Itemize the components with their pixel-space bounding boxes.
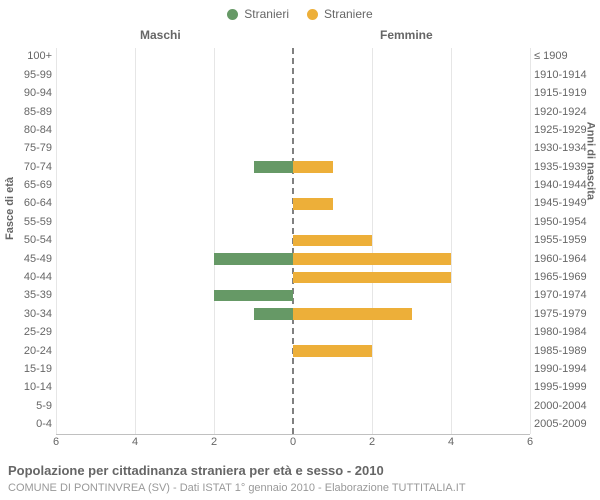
bar-female	[293, 272, 451, 284]
ytick-birth: 2000-2004	[534, 398, 598, 416]
age-row	[56, 85, 530, 103]
header-male: Maschi	[140, 28, 181, 42]
ytick-birth: 1920-1924	[534, 104, 598, 122]
legend-swatch-male	[227, 9, 238, 20]
ytick-age: 50-54	[2, 232, 52, 250]
xtick: 4	[448, 436, 454, 448]
chart-subtitle: COMUNE DI PONTINVREA (SV) - Dati ISTAT 1…	[8, 482, 466, 494]
bar-female	[293, 235, 372, 247]
ytick-age: 85-89	[2, 104, 52, 122]
ytick-age: 0-4	[2, 416, 52, 434]
ytick-birth: ≤ 1909	[534, 48, 598, 66]
ytick-birth: 1955-1959	[534, 232, 598, 250]
age-row	[56, 177, 530, 195]
age-row	[56, 305, 530, 323]
xtick: 6	[53, 436, 59, 448]
ytick-birth: 1985-1989	[534, 343, 598, 361]
age-row	[56, 379, 530, 397]
xtick: 2	[211, 436, 217, 448]
x-axis-line	[56, 434, 530, 435]
legend-item-male: Stranieri	[227, 7, 289, 21]
chart-title: Popolazione per cittadinanza straniera p…	[8, 463, 384, 478]
age-row	[56, 103, 530, 121]
ytick-age: 80-84	[2, 122, 52, 140]
ytick-birth: 2005-2009	[534, 416, 598, 434]
bar-male	[254, 308, 294, 320]
ytick-age: 5-9	[2, 398, 52, 416]
xtick: 6	[527, 436, 533, 448]
age-row	[56, 195, 530, 213]
legend: Stranieri Straniere	[0, 0, 600, 28]
ytick-birth: 1945-1949	[534, 195, 598, 213]
ytick-age: 45-49	[2, 251, 52, 269]
ytick-age: 25-29	[2, 324, 52, 342]
ytick-age: 60-64	[2, 195, 52, 213]
grid-line	[530, 48, 531, 434]
age-row	[56, 250, 530, 268]
ytick-age: 90-94	[2, 85, 52, 103]
ytick-birth: 1930-1934	[534, 140, 598, 158]
ytick-birth: 1975-1979	[534, 306, 598, 324]
ytick-age: 20-24	[2, 343, 52, 361]
age-row	[56, 48, 530, 66]
age-row	[56, 122, 530, 140]
ytick-age: 65-69	[2, 177, 52, 195]
plot-area	[56, 48, 530, 434]
ytick-birth: 1970-1974	[534, 287, 598, 305]
legend-swatch-female	[307, 9, 318, 20]
bar-female	[293, 253, 451, 265]
ytick-birth: 1910-1914	[534, 67, 598, 85]
ytick-age: 10-14	[2, 379, 52, 397]
ytick-age: 40-44	[2, 269, 52, 287]
ytick-age: 95-99	[2, 67, 52, 85]
xtick: 4	[132, 436, 138, 448]
bar-male	[214, 253, 293, 265]
ytick-age: 70-74	[2, 159, 52, 177]
ytick-age: 30-34	[2, 306, 52, 324]
age-row	[56, 342, 530, 360]
age-row	[56, 66, 530, 84]
legend-item-female: Straniere	[307, 7, 373, 21]
ytick-birth: 1915-1919	[534, 85, 598, 103]
bar-female	[293, 161, 333, 173]
bar-female	[293, 308, 412, 320]
header-female: Femmine	[380, 28, 433, 42]
ytick-birth: 1980-1984	[534, 324, 598, 342]
legend-label-male: Stranieri	[244, 7, 289, 21]
age-row	[56, 287, 530, 305]
ytick-age: 15-19	[2, 361, 52, 379]
ytick-birth: 1950-1954	[534, 214, 598, 232]
ytick-birth: 1965-1969	[534, 269, 598, 287]
age-row	[56, 360, 530, 378]
bar-male	[214, 290, 293, 302]
ytick-birth: 1990-1994	[534, 361, 598, 379]
age-row	[56, 269, 530, 287]
bar-male	[254, 161, 294, 173]
ytick-age: 100+	[2, 48, 52, 66]
ytick-birth: 1995-1999	[534, 379, 598, 397]
ytick-birth: 1940-1944	[534, 177, 598, 195]
ytick-birth: 1960-1964	[534, 251, 598, 269]
ytick-age: 35-39	[2, 287, 52, 305]
age-row	[56, 158, 530, 176]
population-pyramid-chart: Stranieri Straniere Maschi Femmine Fasce…	[0, 0, 600, 500]
age-row	[56, 140, 530, 158]
age-row	[56, 213, 530, 231]
age-row	[56, 416, 530, 434]
column-headers: Maschi Femmine	[0, 28, 600, 48]
ytick-birth: 1925-1929	[534, 122, 598, 140]
xtick: 2	[369, 436, 375, 448]
ytick-birth: 1935-1939	[534, 159, 598, 177]
legend-label-female: Straniere	[324, 7, 373, 21]
age-row	[56, 232, 530, 250]
ytick-age: 55-59	[2, 214, 52, 232]
bar-female	[293, 198, 333, 210]
age-row	[56, 397, 530, 415]
ytick-age: 75-79	[2, 140, 52, 158]
xtick: 0	[290, 436, 296, 448]
age-row	[56, 324, 530, 342]
bar-female	[293, 345, 372, 357]
